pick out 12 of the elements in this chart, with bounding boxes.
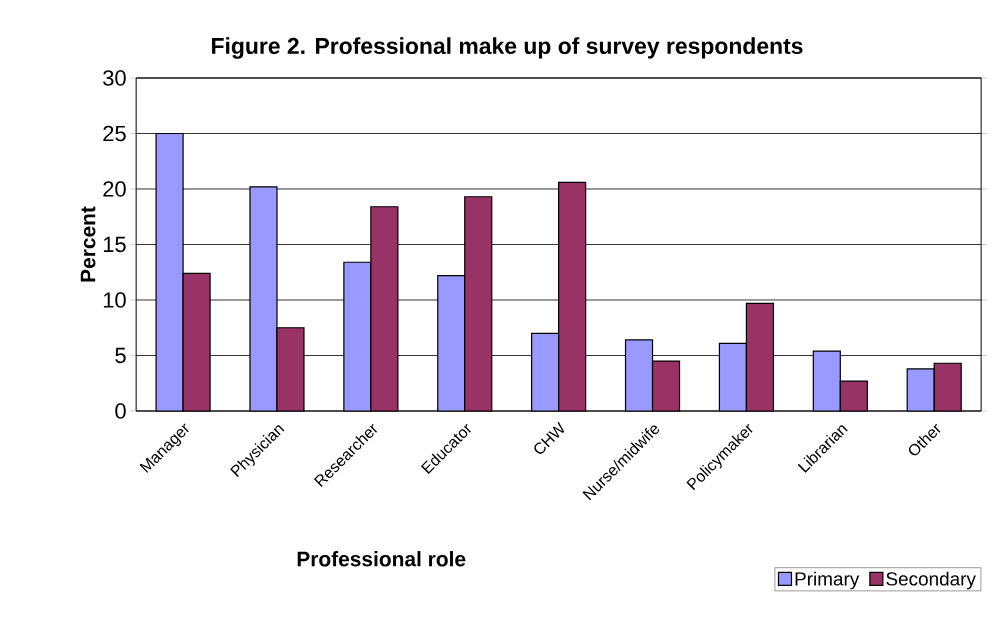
y-axis-title: Percent [80, 206, 96, 282]
y-tick-label: 15 [103, 236, 126, 253]
x-axis-title: Professional role [297, 551, 466, 567]
y-tick-label: 0 [115, 403, 126, 419]
y-tick-label: 5 [115, 347, 126, 364]
legend-label: Secondary [886, 571, 976, 590]
legend-label: Primary [795, 571, 860, 590]
y-tick-label: 20 [103, 181, 126, 197]
y-tick-label: 30 [103, 70, 126, 86]
chart-title: Figure 2. Professional make up of survey respondents [212, 37, 803, 59]
y-tick-label: 10 [103, 292, 126, 308]
y-tick-label: 25 [103, 125, 126, 142]
